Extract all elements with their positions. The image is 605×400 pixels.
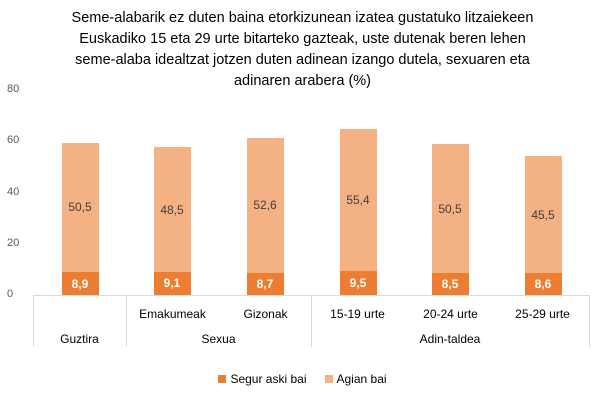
x-label-gizonak: Gizonak	[243, 307, 288, 321]
y-tick-0: 0	[7, 288, 14, 300]
chart-title-line: Euskadiko 15 eta 29 urte bitarteko gazte…	[79, 31, 526, 47]
axis-divider	[589, 295, 590, 347]
x-label-25-29: 25-29 urte	[515, 307, 570, 321]
bar-20-24-urte[interactable]: 50,5 8,5	[431, 143, 469, 295]
chart-title-line: adinaren arabera (%)	[233, 73, 372, 89]
bar-guztira[interactable]: 50,5 8,9	[61, 142, 99, 295]
data-label: 9,1	[163, 276, 181, 291]
y-tick-80: 80	[7, 83, 20, 95]
chart-title-line: seme-alaba idealtzat jotzen duten adinea…	[75, 52, 530, 68]
bar-segment-agian[interactable]: 50,5	[431, 143, 469, 274]
bar-segment-segur[interactable]: 9,1	[153, 271, 191, 295]
data-label: 8,9	[71, 276, 89, 291]
data-label: 8,6	[534, 276, 552, 291]
data-label: 52,6	[253, 198, 277, 213]
bar-emakumeak[interactable]: 48,5 9,1	[153, 147, 191, 295]
x-label-20-24: 20-24 urte	[423, 307, 478, 321]
group-label-adin-taldea: Adin-taldea	[419, 332, 481, 346]
bar-segment-agian[interactable]: 45,5	[524, 156, 562, 273]
bar-segment-segur[interactable]: 8,7	[246, 272, 284, 295]
x-label-emakumeak: Emakumeak	[139, 307, 206, 321]
group-label-sexua: Sexua	[201, 332, 236, 346]
legend-label: Segur aski bai	[230, 372, 307, 386]
chart-title-line: Seme-alabarik ez duten baina etorkizunea…	[71, 10, 534, 26]
bar-gizonak[interactable]: 52,6 8,7	[246, 137, 284, 295]
bar-segment-segur[interactable]: 9,5	[339, 270, 377, 295]
legend-item-segur[interactable]: Segur aski bai	[218, 372, 307, 386]
data-label: 8,5	[441, 277, 459, 292]
axis-divider	[33, 295, 34, 347]
legend-label: Agian bai	[336, 372, 387, 386]
axis-divider	[126, 295, 127, 347]
data-label: 45,5	[531, 207, 555, 222]
bar-segment-agian[interactable]: 55,4	[339, 128, 377, 271]
bar-segment-agian[interactable]: 52,6	[246, 137, 284, 273]
y-tick-20: 20	[7, 237, 20, 249]
group-label-guztira: Guztira	[60, 332, 99, 346]
data-label: 9,5	[349, 275, 367, 290]
bar-segment-agian[interactable]: 48,5	[153, 147, 191, 272]
data-label: 55,4	[346, 192, 370, 207]
legend-swatch-icon	[218, 375, 227, 383]
bar-15-19-urte[interactable]: 55,4 9,5	[339, 128, 377, 295]
data-label: 50,5	[68, 200, 92, 215]
axis-divider	[311, 295, 312, 347]
chart-title: Seme-alabarik ez duten baina etorkizunea…	[0, 8, 605, 92]
y-tick-40: 40	[7, 186, 20, 198]
bar-segment-agian[interactable]: 50,5	[61, 142, 99, 273]
legend-swatch-icon	[324, 375, 333, 383]
bar-segment-segur[interactable]: 8,6	[524, 272, 562, 295]
y-tick-60: 60	[7, 134, 20, 146]
bar-25-29-urte[interactable]: 45,5 8,6	[524, 156, 562, 295]
data-label: 50,5	[438, 201, 462, 216]
data-label: 48,5	[160, 202, 184, 217]
legend: Segur aski bai Agian bai	[0, 372, 605, 386]
data-label: 8,7	[256, 276, 274, 291]
bar-segment-segur[interactable]: 8,5	[431, 273, 469, 295]
x-label-15-19: 15-19 urte	[330, 307, 385, 321]
bar-segment-segur[interactable]: 8,9	[61, 272, 99, 295]
legend-item-agian[interactable]: Agian bai	[324, 372, 387, 386]
